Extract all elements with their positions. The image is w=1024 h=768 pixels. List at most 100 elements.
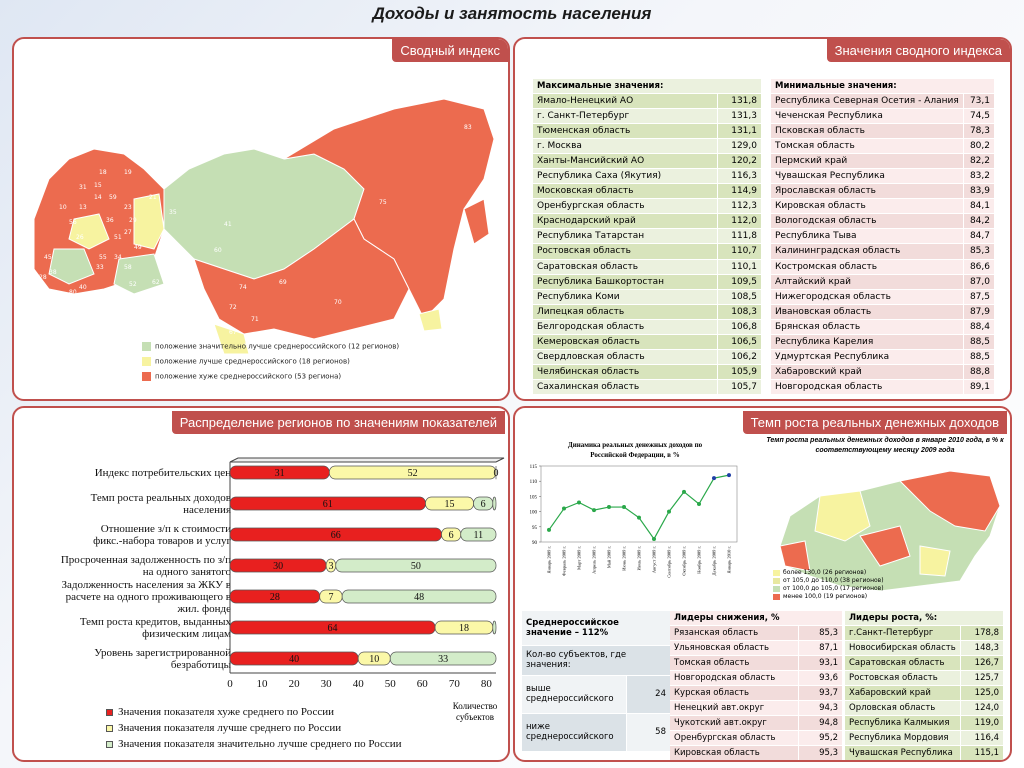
max-table-row: Свердловская область 106,2 (533, 349, 761, 366)
region-value: 116,3 (716, 168, 761, 185)
region-value: 86,6 (962, 259, 994, 275)
x-tick-label: 60 (417, 678, 429, 690)
max-table-row: Республика Татарстан 111,8 (533, 228, 761, 245)
region-value: 78,3 (962, 123, 994, 139)
panel-distribution: Распределение регионов по значениям пока… (12, 406, 510, 762)
region-name: Хабаровский край (771, 364, 964, 381)
map-region-number: 81 (484, 289, 492, 296)
x-tick-label: Август 2009 г. (652, 546, 657, 573)
min-table-row: Костромская область 86,6 (771, 259, 994, 275)
region-name: Томская область (771, 138, 964, 154)
plot-top-edge (229, 457, 505, 463)
region-value: 85,3 (797, 625, 842, 641)
map-region-number: 58 (124, 264, 132, 271)
bar-value-label: 10 (369, 654, 379, 665)
decline-table-row: Кировская область 95,3 (670, 745, 842, 760)
region-value: 131,3 (716, 108, 761, 124)
bar-segment (389, 651, 497, 666)
region-value: 109,5 (716, 274, 761, 290)
map-region-number: 28 (39, 274, 47, 281)
map-region-number: 45 (44, 254, 52, 261)
bar-value-label: 64 (328, 623, 338, 634)
map-region-number: 77 (454, 344, 462, 351)
x-tick-label: 50 (385, 678, 397, 690)
region-value: 82,2 (962, 153, 994, 169)
region-name: Белгородская область (845, 761, 960, 762)
region-value: 73,1 (962, 93, 994, 109)
region-value: 95,9 (798, 761, 842, 762)
x-tick-label: 0 (227, 678, 233, 690)
region-name: Ивановская область (771, 304, 964, 320)
region-value: 74,5 (962, 108, 994, 124)
income-dynamics-line-chart: 90 95 100 105 110 115 Январь 2009 г. Февраль 20… (530, 465, 738, 578)
bar-segment (335, 558, 497, 573)
map-region-east-small (463, 198, 490, 245)
panel-income-growth: Темп роста реальных денежных доходов Дин… (513, 406, 1012, 762)
growth-legend-swatch (773, 593, 780, 600)
max-table-row: Сахалинская область 105,7 (533, 379, 761, 396)
region-value: 112,3 (716, 198, 761, 215)
region-name: Новосибирская область (845, 640, 961, 656)
region-name: Тверская область (670, 761, 798, 762)
decline-table-row: Новгородская область 93,6 (670, 670, 842, 686)
region-value: 95,3 (797, 745, 842, 760)
panel-tag-index-values: Значения сводного индекса (826, 39, 1010, 62)
min-table-row: Ивановская область 87,9 (771, 304, 994, 320)
map-region-number: 18 (99, 169, 107, 176)
data-point (592, 508, 596, 513)
region-name: Ростовская область (533, 243, 717, 260)
decline-table-row: Ненецкий авт.округ 94,3 (670, 700, 842, 717)
map-region-number: 35 (169, 209, 177, 216)
y-tick-label: 95 (532, 526, 538, 531)
region-value: 115,1 (959, 745, 1003, 760)
decline-leaders-header: Лидеры снижения, % (670, 611, 842, 626)
panel-tag-summary-index: Сводный индекс (392, 39, 508, 62)
region-value: 84,7 (962, 228, 994, 245)
min-table-row: Калининградская область 85,3 (771, 243, 994, 260)
region-value: 106,8 (716, 319, 761, 336)
leaders-table-row: г.Санкт-Петербург 178,8 (845, 625, 1003, 641)
category-label: Просроченная задолженность по з/п на одно… (60, 554, 231, 578)
map-region-number: 62 (152, 279, 160, 286)
map-region-number: 70 (334, 299, 342, 306)
region-value: 93,7 (797, 685, 842, 701)
region-value: 129,0 (716, 138, 761, 154)
legend-swatch (106, 724, 113, 732)
min-table-row: Хабаровский край 88,8 (771, 364, 994, 381)
bar-value-label: 66 (331, 530, 341, 541)
y-tick-label: 115 (530, 465, 538, 470)
max-table-row: Краснодарский край 112,0 (533, 213, 761, 230)
region-name: г.Санкт-Петербург (845, 625, 961, 641)
data-point (727, 473, 731, 478)
map-region-number: 38 (49, 269, 57, 276)
data-point (652, 536, 656, 541)
growth-legend-item: менее 100,0 (19 регионов) (773, 593, 884, 600)
region-value: 84,1 (962, 198, 994, 215)
x-tick-label: 20 (289, 678, 301, 690)
region-name: Сахалинская область (533, 379, 717, 396)
bar-value-label: 18 (459, 623, 469, 634)
region-value: 110,7 (716, 243, 761, 260)
min-table-row: Чеченская Республика 74,5 (771, 108, 994, 124)
region-value: 112,0 (716, 213, 761, 230)
legend-swatch (106, 708, 113, 716)
map-legend-swatch (142, 342, 151, 351)
panel-index-values: Значения сводного индекса Максимальные з… (513, 37, 1012, 401)
map-region-number: 29 (129, 217, 137, 224)
x-tick-label: Ноябрь 2009 г. (697, 546, 702, 574)
min-table-row: Томская область 80,2 (771, 138, 994, 154)
growth-legend-swatch (773, 585, 780, 592)
x-tick-label: 30 (321, 678, 333, 690)
map-region-number: 21 (149, 194, 157, 201)
panel-tag-distribution: Распределение регионов по значениям пока… (171, 411, 505, 434)
map-region-number: 34 (114, 254, 122, 261)
map-region-very-good-west (48, 248, 95, 285)
region-name: Ульяновская область (670, 640, 798, 656)
x-tick-label: 10 (257, 678, 269, 690)
min-table-row: Кировская область 84,1 (771, 198, 994, 215)
max-table-row: Ханты-Мансийский АО 120,2 (533, 153, 761, 169)
region-name: Рязанская область (670, 625, 798, 641)
region-name: Саратовская область (845, 655, 961, 671)
panel-summary-index: Сводный индекс 83 22 75 41 60 69 70 72 74 77 81 82 7… (12, 37, 510, 401)
